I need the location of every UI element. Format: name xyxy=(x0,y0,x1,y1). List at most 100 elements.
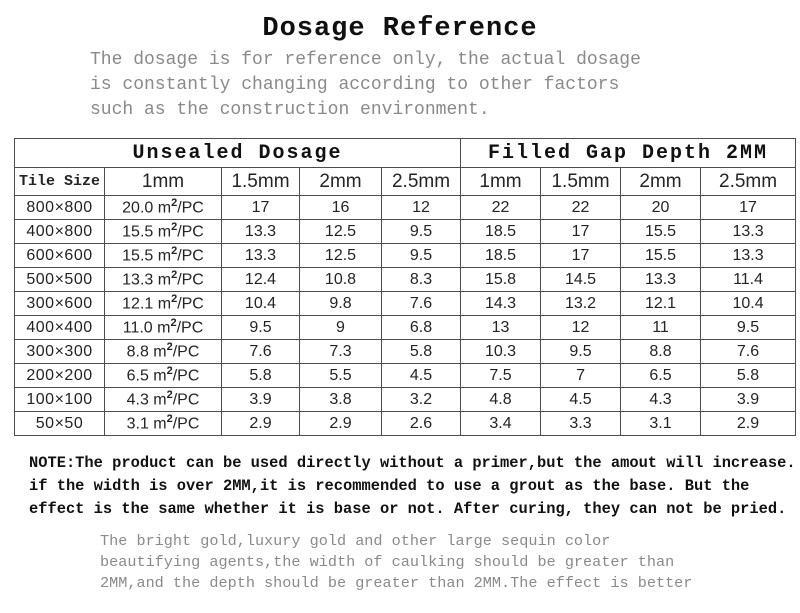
dosage-value-cell: 12 xyxy=(540,315,622,340)
table-row: 300×600 12.1 m2/PC 10.4 9.8 7.6 14.3 13.2 12.1 1… xyxy=(14,291,797,316)
dosage-value-cell: 4.3 xyxy=(620,387,702,412)
footer-note-line: 2MM,and the depth should be greater than… xyxy=(100,574,693,592)
dosage-value-cell: 2.9 xyxy=(700,411,797,436)
column-header-filled-2mm: 2mm xyxy=(620,167,702,196)
dosage-value-cell: 10.8 xyxy=(299,267,382,292)
tile-size-cell: 300×600 xyxy=(14,291,105,316)
dosage-value-cell: 4.5 xyxy=(380,363,462,388)
dosage-value-cell: 3.3 xyxy=(540,411,622,436)
dosage-value-cell: 13.3 xyxy=(700,243,797,268)
dosage-value-cell: 13.3 xyxy=(700,219,797,244)
table-row: 300×300 8.8 m2/PC 7.6 7.3 5.8 10.3 9.5 8.8 7.6 xyxy=(14,339,797,364)
dosage-value-cell: 15.5 m2/PC xyxy=(104,219,222,244)
section-header-filled-gap-depth: Filled Gap Depth 2MM xyxy=(460,138,797,168)
table-row: 400×800 15.5 m2/PC 13.3 12.5 9.5 18.5 17 15.5 13… xyxy=(14,219,797,244)
dosage-value-cell: 3.9 xyxy=(221,387,300,412)
tile-size-cell: 100×100 xyxy=(14,387,105,412)
subtitle-line: is constantly changing according to othe… xyxy=(90,75,620,95)
dosage-value-cell: 4.3 m2/PC xyxy=(104,387,222,412)
dosage-value-cell: 15.5 xyxy=(620,243,702,268)
table-row: 200×200 6.5 m2/PC 5.8 5.5 4.5 7.5 7 6.5 5.8 xyxy=(14,363,797,388)
dosage-value-cell: 11.0 m2/PC xyxy=(104,315,222,340)
dosage-value-cell: 3.1 xyxy=(620,411,702,436)
dosage-value-cell: 6.8 xyxy=(380,315,462,340)
note-line: NOTE:The product can be used directly wi… xyxy=(29,454,796,472)
table-row: 800×800 20.0 m2/PC 17 16 12 22 22 20 17 xyxy=(14,195,797,220)
dosage-value-cell: 7 xyxy=(540,363,622,388)
dosage-value-cell: 7.3 xyxy=(299,339,382,364)
column-header-unsealed-2mm: 2mm xyxy=(299,167,382,196)
dosage-value-cell: 17 xyxy=(540,219,622,244)
note-line: if the width is over 2MM,it is recommend… xyxy=(29,477,750,495)
dosage-value-cell: 17 xyxy=(540,243,622,268)
dosage-reference-table: Unsealed Dosage Filled Gap Depth 2MM Til… xyxy=(13,138,797,436)
dosage-value-cell: 12.5 xyxy=(299,243,382,268)
dosage-value-cell: 10.4 xyxy=(221,291,300,316)
tile-size-cell: 50×50 xyxy=(14,411,105,436)
subtitle-line: The dosage is for reference only, the ac… xyxy=(90,50,641,70)
footer-note-line: beautifying agents,the width of caulking… xyxy=(100,553,675,571)
dosage-value-cell: 13 xyxy=(460,315,542,340)
dosage-value-cell: 15.5 m2/PC xyxy=(104,243,222,268)
footer-note-line: The bright gold,luxury gold and other la… xyxy=(100,532,611,550)
table-row: 100×100 4.3 m2/PC 3.9 3.8 3.2 4.8 4.5 4.3 3.9 xyxy=(14,387,797,412)
dosage-value-cell: 7.6 xyxy=(700,339,797,364)
dosage-value-cell: 9.5 xyxy=(540,339,622,364)
section-header-unsealed-dosage: Unsealed Dosage xyxy=(13,138,462,168)
dosage-value-cell: 14.5 xyxy=(540,267,622,292)
dosage-value-cell: 13.3 m2/PC xyxy=(104,267,222,292)
dosage-value-cell: 9 xyxy=(299,315,382,340)
dosage-value-cell: 15.5 xyxy=(620,219,702,244)
table-row: 50×50 3.1 m2/PC 2.9 2.9 2.6 3.4 3.3 3.1 2.9 xyxy=(14,411,797,436)
dosage-value-cell: 17 xyxy=(700,195,797,220)
tile-size-cell: 400×400 xyxy=(14,315,105,340)
dosage-value-cell: 2.9 xyxy=(299,411,382,436)
dosage-value-cell: 11 xyxy=(620,315,702,340)
column-header-filled-1mm: 1mm xyxy=(460,167,542,196)
dosage-value-cell: 12.1 xyxy=(620,291,702,316)
dosage-value-cell: 8.8 m2/PC xyxy=(104,339,222,364)
dosage-value-cell: 15.8 xyxy=(460,267,542,292)
dosage-value-cell: 3.8 xyxy=(299,387,382,412)
dosage-value-cell: 12.4 xyxy=(221,267,300,292)
dosage-value-cell: 7.6 xyxy=(221,339,300,364)
dosage-value-cell: 3.4 xyxy=(460,411,542,436)
dosage-value-cell: 18.5 xyxy=(460,243,542,268)
dosage-value-cell: 9.5 xyxy=(380,219,462,244)
dosage-value-cell: 3.2 xyxy=(380,387,462,412)
page-title: Dosage Reference xyxy=(262,14,538,44)
dosage-value-cell: 13.3 xyxy=(221,243,300,268)
dosage-value-cell: 12 xyxy=(380,195,462,220)
dosage-value-cell: 5.8 xyxy=(221,363,300,388)
dosage-value-cell: 8.3 xyxy=(380,267,462,292)
tile-size-cell: 200×200 xyxy=(14,363,105,388)
column-header-unsealed-2-5mm: 2.5mm xyxy=(380,167,462,196)
dosage-value-cell: 9.8 xyxy=(299,291,382,316)
table-row: 500×500 13.3 m2/PC 12.4 10.8 8.3 15.8 14.5 13.3… xyxy=(14,267,797,292)
dosage-value-cell: 22 xyxy=(540,195,622,220)
dosage-value-cell: 11.4 xyxy=(700,267,797,292)
column-header-row: Tile Size 1mm 1.5mm 2mm 2.5mm 1mm 1.5mm … xyxy=(14,167,797,196)
dosage-value-cell: 4.8 xyxy=(460,387,542,412)
dosage-value-cell: 7.5 xyxy=(460,363,542,388)
dosage-value-cell: 17 xyxy=(221,195,300,220)
dosage-value-cell: 13.3 xyxy=(620,267,702,292)
tile-size-cell: 300×300 xyxy=(14,339,105,364)
dosage-value-cell: 6.5 m2/PC xyxy=(104,363,222,388)
table-row: 600×600 15.5 m2/PC 13.3 12.5 9.5 18.5 17 15.5 13… xyxy=(14,243,797,268)
dosage-value-cell: 9.5 xyxy=(700,315,797,340)
dosage-value-cell: 13.2 xyxy=(540,291,622,316)
table-row: 400×400 11.0 m2/PC 9.5 9 6.8 13 12 11 9.5 xyxy=(14,315,797,340)
note-line: effect is the same whether it is base or… xyxy=(29,500,787,518)
dosage-value-cell: 5.5 xyxy=(299,363,382,388)
dosage-value-cell: 5.8 xyxy=(380,339,462,364)
tile-size-cell: 400×800 xyxy=(14,219,105,244)
subtitle-line: such as the construction environment. xyxy=(90,100,490,120)
note-block: NOTE:The product can be used directly wi… xyxy=(29,452,800,521)
footer-note-block: The bright gold,luxury gold and other la… xyxy=(100,531,800,594)
dosage-value-cell: 6.5 xyxy=(620,363,702,388)
tile-size-cell: 600×600 xyxy=(14,243,105,268)
column-header-tile-size: Tile Size xyxy=(14,167,105,196)
column-header-filled-1-5mm: 1.5mm xyxy=(540,167,622,196)
dosage-value-cell: 22 xyxy=(460,195,542,220)
